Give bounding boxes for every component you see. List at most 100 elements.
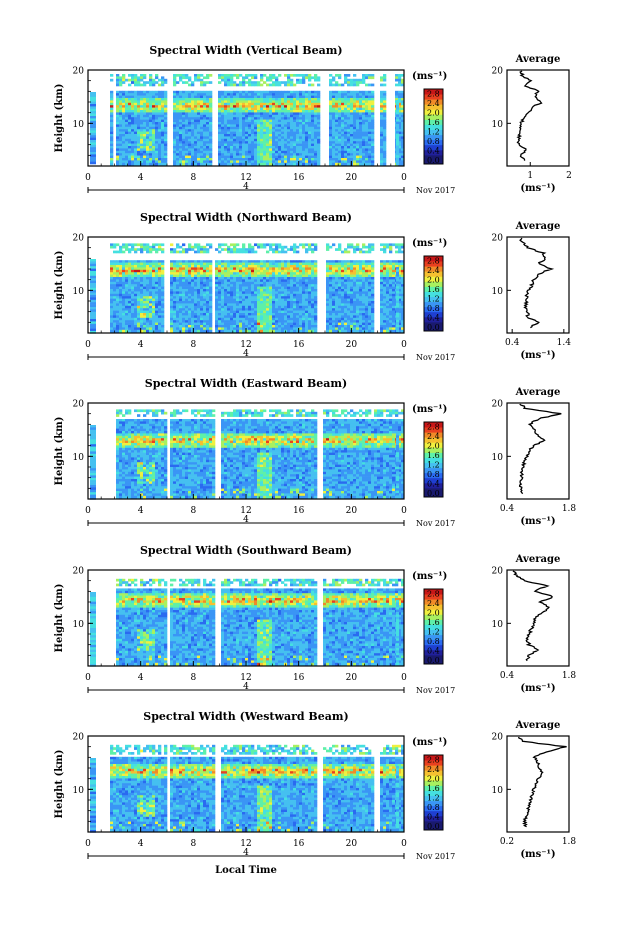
heatmap-cell [218, 138, 222, 142]
heatmap-cell [269, 114, 273, 118]
heatmap-cell [110, 245, 114, 249]
heatmap-cell [146, 148, 150, 152]
heatmap-cell [149, 305, 153, 309]
heatmap-cell [257, 110, 261, 113]
heatmap-cell [200, 260, 204, 263]
heatmap-cell [200, 74, 204, 77]
heatmap-cell [272, 150, 276, 154]
heatmap-cell [284, 81, 288, 84]
heatmap-cell [176, 143, 180, 147]
heatmap-cell [203, 293, 207, 297]
heatmap-cell [194, 124, 198, 128]
heatmap-cell [206, 100, 210, 104]
heatmap-cell [194, 320, 198, 323]
heatmap-cell [191, 102, 195, 106]
heatmap-cell [158, 117, 162, 120]
heatmap-cell [290, 112, 294, 116]
heatmap-cell [281, 114, 285, 118]
heatmap-cell [269, 308, 273, 311]
heatmap-cell [209, 245, 213, 249]
heatmap-cell [230, 78, 234, 82]
heatmap-cell [206, 329, 210, 333]
heatmap-cell [266, 281, 270, 285]
heatmap-cell [191, 95, 195, 99]
heatmap-cell [221, 124, 225, 128]
heatmap-cell [305, 107, 309, 111]
heatmap-cell [254, 136, 258, 140]
heatmap-cell [146, 301, 150, 304]
heatmap-cell [272, 301, 276, 304]
heatmap-cell [116, 303, 120, 307]
heatmap-cell [137, 117, 141, 120]
heatmap-cell [317, 107, 321, 111]
heatmap-cell [236, 327, 240, 331]
heatmap-cell [278, 293, 282, 297]
heatmap-cell [182, 262, 186, 266]
heatmap-cell [230, 301, 234, 304]
panel-1: Spectral Width (Vertical Beam)2010Height… [54, 44, 572, 195]
average-title: Average [515, 54, 561, 65]
heatmap-cell [176, 136, 180, 140]
heatmap-cell [185, 100, 189, 104]
heatmap-cell [299, 100, 303, 104]
heatmap-cell [173, 260, 177, 263]
heatmap-cell [224, 126, 228, 130]
heatmap-cell [248, 313, 252, 316]
heatmap-cell [90, 147, 96, 150]
heatmap-cell [206, 281, 210, 285]
heatmap-cell [176, 155, 180, 159]
heatmap-cell [356, 105, 360, 108]
heatmap-cell [218, 298, 222, 302]
heatmap-cell [293, 245, 297, 249]
heatmap-cell [284, 141, 288, 144]
heatmap-cell [119, 281, 123, 285]
heatmap-cell [248, 267, 252, 271]
heatmap-cell [329, 98, 333, 101]
heatmap-cell [185, 153, 189, 156]
heatmap-cell [251, 114, 255, 118]
heatmap-cell [161, 78, 165, 82]
heatmap-cell [230, 277, 234, 280]
heatmap-cell [137, 105, 141, 108]
colorbar-segment [424, 104, 443, 110]
heatmap-cell [398, 83, 402, 87]
heatmap-cell [116, 78, 120, 82]
heatmap-cell [335, 148, 339, 152]
heatmap-cell [290, 138, 294, 142]
heatmap-cell [269, 124, 273, 128]
heatmap-cell [275, 95, 279, 99]
heatmap-cell [260, 112, 264, 116]
heatmap-cell [110, 74, 114, 77]
heatmap-cell [284, 298, 288, 302]
heatmap-cell [287, 277, 291, 280]
heatmap-cell [110, 143, 114, 147]
heatmap-cell [275, 265, 279, 268]
heatmap-cell [176, 310, 180, 314]
heatmap-cell [248, 317, 252, 321]
heatmap-cell [116, 286, 120, 290]
heatmap-cell [188, 245, 192, 249]
heatmap-cell [146, 134, 150, 137]
heatmap-cell [227, 301, 231, 304]
heatmap-cell [269, 138, 273, 142]
heatmap-cell [206, 134, 210, 137]
heatmap-cell [110, 265, 114, 268]
heatmap-cell [353, 83, 357, 87]
heatmap-cell [272, 74, 276, 77]
heatmap-cell [218, 243, 222, 247]
heatmap-cell [251, 248, 255, 251]
heatmap-cell [284, 117, 288, 120]
heatmap-cell [266, 272, 270, 275]
heatmap-cell [206, 150, 210, 154]
heatmap-cell [179, 93, 183, 96]
heatmap-cell [131, 112, 135, 116]
heatmap-cell [146, 269, 150, 273]
heatmap-cell [287, 315, 291, 319]
heatmap-cell [242, 243, 246, 247]
heatmap-cell [182, 134, 186, 137]
heatmap-cell [317, 93, 321, 96]
heatmap-cell [122, 114, 126, 118]
heatmap-cell [209, 136, 213, 140]
heatmap-cell [332, 131, 336, 135]
heatmap-cell [173, 286, 177, 290]
